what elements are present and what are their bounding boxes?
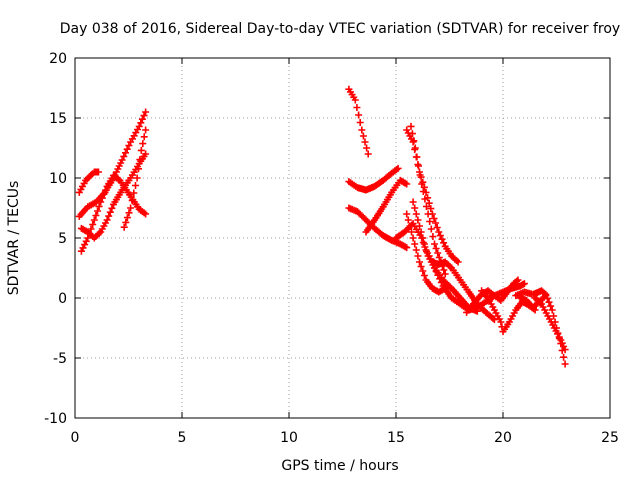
y-tick-label: 20 — [49, 51, 67, 67]
series-track-20 — [516, 292, 550, 312]
series-track-4 — [77, 172, 150, 255]
series-track-7 — [345, 164, 402, 194]
data-marker-trace — [403, 210, 449, 296]
x-tick-label: 5 — [178, 430, 187, 446]
y-tick-label: 15 — [49, 111, 67, 127]
y-tick-label: 0 — [58, 291, 67, 307]
y-tick-label: 10 — [49, 171, 67, 187]
x-tick-label: 20 — [494, 430, 512, 446]
data-points — [75, 85, 569, 368]
series-track-2 — [75, 168, 102, 196]
x-tick-label: 0 — [71, 430, 80, 446]
data-marker-trace — [516, 292, 550, 312]
chart-title: Day 038 of 2016, Sidereal Day-to-day VTE… — [60, 21, 620, 37]
x-tick-label: 25 — [601, 430, 619, 446]
data-marker-trace — [409, 198, 498, 324]
y-tick-label: -5 — [53, 351, 67, 367]
series-track-9 — [362, 176, 411, 236]
x-tick-label: 10 — [280, 430, 298, 446]
series-track-13 — [403, 210, 449, 296]
data-marker-trace — [345, 164, 402, 194]
data-marker-trace — [77, 172, 150, 255]
data-marker-trace — [75, 168, 102, 196]
data-marker-trace — [345, 204, 411, 252]
axis-ticks: 0 5 10 15 20 25 -10 -5 0 5 10 15 20 — [44, 51, 619, 446]
data-marker-trace — [345, 85, 372, 158]
series-track-5 — [120, 126, 150, 231]
data-marker-trace — [120, 126, 150, 231]
series-track-6 — [345, 85, 372, 158]
x-tick-label: 15 — [387, 430, 405, 446]
y-tick-label: -10 — [44, 411, 67, 427]
y-axis-label: SDTVAR / TECUs — [6, 181, 22, 296]
series-track-14 — [409, 198, 498, 324]
series-track-8 — [345, 204, 411, 252]
x-axis-label: GPS time / hours — [281, 458, 398, 474]
y-tick-label: 5 — [58, 231, 67, 247]
data-marker-trace — [362, 176, 411, 236]
